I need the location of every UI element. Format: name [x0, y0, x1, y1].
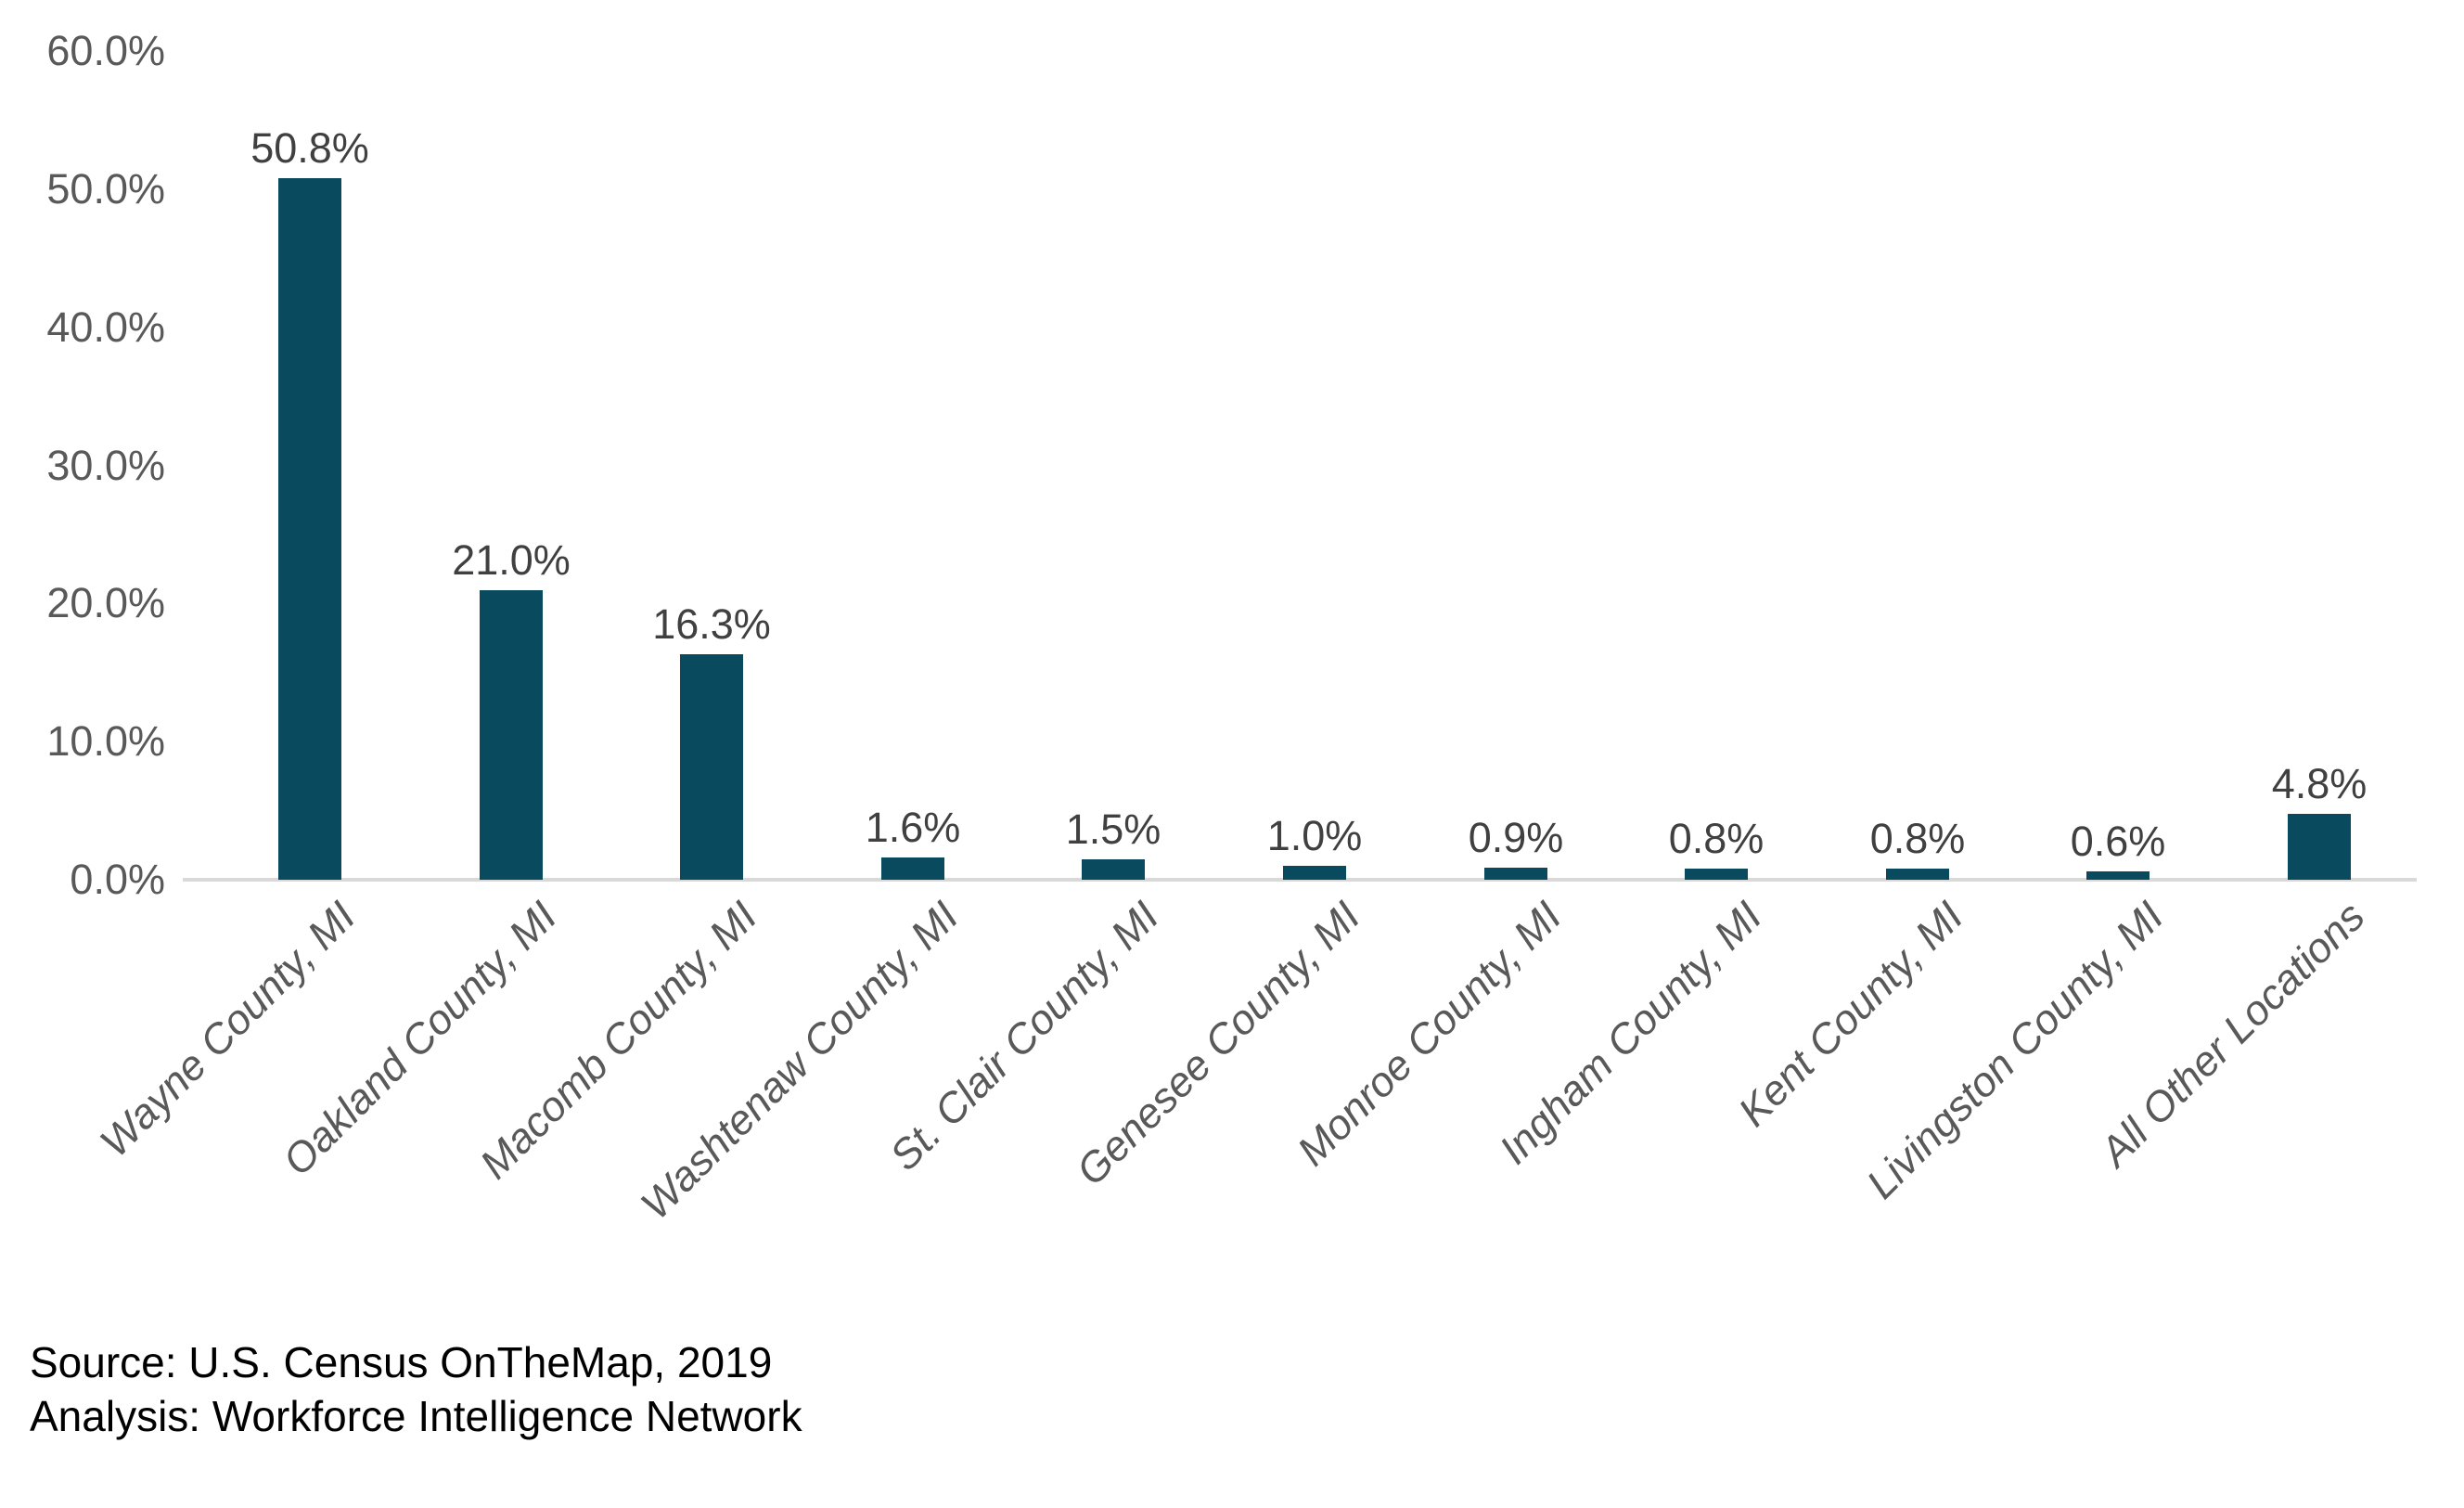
bar	[2086, 871, 2150, 880]
y-axis-tick-label: 30.0%	[46, 441, 165, 489]
x-axis-line	[183, 878, 2417, 882]
bar	[1484, 868, 1547, 880]
bar-value-label: 0.9%	[1468, 814, 1564, 861]
bar	[480, 590, 543, 880]
y-axis-tick-label: 50.0%	[46, 165, 165, 213]
bar-value-label: 0.8%	[1668, 815, 1765, 862]
bar-value-label: 1.5%	[1065, 806, 1161, 853]
source-text: Source: U.S. Census OnTheMap, 2019	[30, 1338, 773, 1386]
chart-footer: Source: U.S. Census OnTheMap, 2019 Analy…	[30, 1336, 802, 1444]
bar	[881, 857, 944, 880]
bar-value-label: 21.0%	[452, 536, 571, 584]
analysis-text: Analysis: Workforce Intelligence Network	[30, 1391, 802, 1440]
bar	[1685, 869, 1748, 880]
y-axis-tick-label: 20.0%	[46, 579, 165, 627]
bar-value-label: 0.6%	[2070, 818, 2166, 865]
bar-value-label: 4.8%	[2271, 760, 2368, 807]
bar-value-label: 16.3%	[652, 600, 771, 648]
bar	[2288, 814, 2351, 880]
bar	[1283, 866, 1346, 880]
bar-value-label: 1.0%	[1266, 812, 1363, 859]
bar	[680, 654, 743, 880]
bar	[278, 178, 341, 880]
bar-value-label: 0.8%	[1869, 815, 1966, 862]
bar	[1886, 869, 1949, 880]
y-axis-tick-label: 0.0%	[70, 856, 165, 903]
bar-value-label: 50.8%	[250, 124, 369, 172]
y-axis-tick-label: 40.0%	[46, 303, 165, 351]
y-axis-tick-label: 60.0%	[46, 27, 165, 75]
bar-value-label: 1.6%	[865, 804, 961, 851]
bar	[1082, 859, 1145, 880]
y-axis-tick-label: 10.0%	[46, 717, 165, 766]
